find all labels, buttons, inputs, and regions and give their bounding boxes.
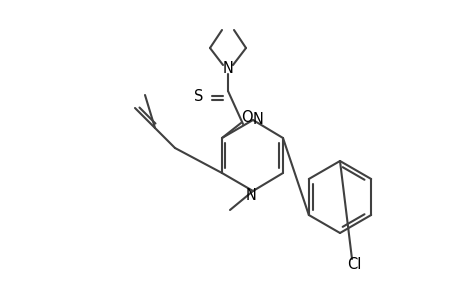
Text: N: N [252, 112, 263, 128]
Text: Cl: Cl [346, 257, 360, 272]
Text: O: O [241, 110, 252, 125]
Text: N: N [222, 61, 233, 76]
Text: S: S [194, 88, 203, 104]
Text: N: N [245, 188, 256, 202]
